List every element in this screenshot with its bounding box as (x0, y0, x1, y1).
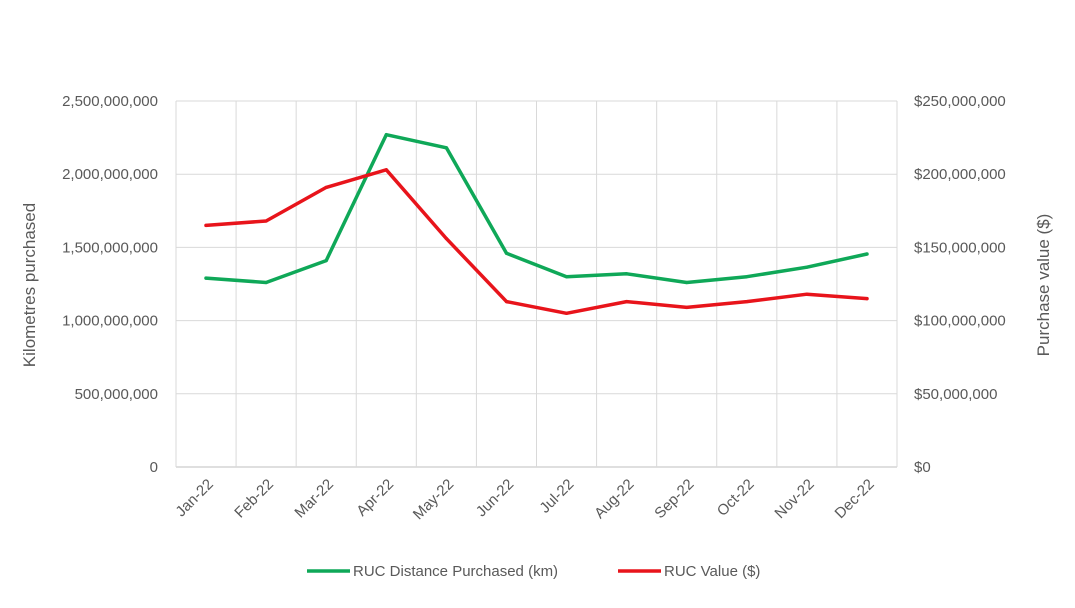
data-point-distance (204, 276, 208, 280)
data-point-value (564, 311, 569, 315)
x-axis-tick-label: Jun-22 (473, 476, 517, 520)
data-point-value (745, 299, 749, 304)
data-point-value (805, 292, 809, 296)
right-axis-tick-label: $100,000,000 (914, 313, 1006, 330)
data-point-distance (805, 265, 809, 269)
left-axis-tick-label: 2,000,000,000 (62, 166, 158, 183)
right-axis-tick-label: $0 (914, 459, 931, 476)
data-point-distance (264, 280, 268, 285)
data-point-value (504, 299, 509, 304)
x-axis-tick-label: Nov-22 (771, 476, 817, 522)
data-point-value (264, 219, 268, 223)
data-point-value (384, 168, 388, 172)
data-point-value (625, 299, 629, 304)
data-point-distance (865, 252, 869, 256)
x-axis-ticks: Jan-22 Feb-22 Mar-22 Apr-22 May-22 Jun-22 Jul-… (172, 476, 877, 523)
right-axis-tick-label: $250,000,000 (914, 93, 1006, 110)
left-axis-tick-label: 2,500,000,000 (62, 93, 158, 110)
legend-label-value: RUC Value ($) (664, 563, 760, 580)
x-axis-tick-label: Jul-22 (536, 476, 577, 517)
x-axis-tick-label: Feb-22 (231, 476, 277, 522)
right-axis-ticks: $0 $50,000,000 $100,000,000 $150,000,000 $20… (914, 93, 1006, 476)
data-point-distance (685, 280, 689, 285)
left-axis-title: Kilometres purchased (20, 203, 39, 367)
data-point-distance (564, 275, 569, 279)
legend-label-distance: RUC Distance Purchased (km) (353, 563, 558, 580)
series-line-distance (204, 132, 869, 285)
right-axis-tick-label: $200,000,000 (914, 166, 1006, 183)
data-point-distance (324, 258, 328, 263)
x-axis-tick-label: May-22 (410, 476, 457, 523)
x-axis-tick-label: Dec-22 (832, 476, 878, 522)
data-point-distance (444, 146, 448, 150)
data-point-value (865, 297, 869, 301)
data-point-value (324, 185, 328, 189)
legend: RUC Distance Purchased (km) RUC Value ($… (307, 563, 760, 580)
left-axis-tick-label: 1,000,000,000 (62, 313, 158, 330)
x-axis-tick-label: Apr-22 (353, 476, 397, 520)
x-axis-tick-label: Mar-22 (291, 476, 337, 522)
left-axis-tick-label: 500,000,000 (75, 386, 158, 403)
data-point-distance (745, 275, 749, 279)
data-point-value (685, 305, 689, 310)
data-point-distance (384, 133, 388, 137)
right-axis-tick-label: $150,000,000 (914, 239, 1006, 256)
left-axis-tick-label: 0 (150, 459, 158, 476)
gridlines (175, 100, 898, 468)
series-lines (204, 132, 869, 316)
data-point-value (444, 237, 448, 241)
data-point-value (204, 223, 208, 228)
right-axis-tick-label: $50,000,000 (914, 386, 997, 403)
left-axis-tick-label: 1,500,000,000 (62, 239, 158, 256)
x-axis-tick-label: Jan-22 (172, 476, 216, 520)
right-axis-title: Purchase value ($) (1034, 214, 1053, 357)
data-point-distance (625, 272, 629, 276)
left-axis-ticks: 0 500,000,000 1,000,000,000 1,500,000,000 2,… (62, 93, 158, 476)
x-axis-tick-label: Aug-22 (591, 476, 637, 522)
series-line-value (204, 168, 869, 316)
x-axis-tick-label: Sep-22 (651, 476, 697, 522)
data-point-distance (504, 251, 509, 255)
x-axis-tick-label: Oct-22 (714, 476, 758, 520)
